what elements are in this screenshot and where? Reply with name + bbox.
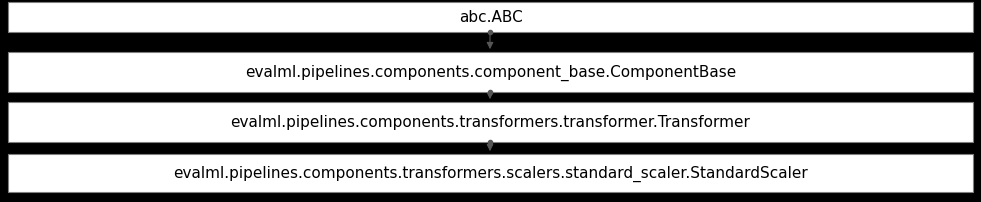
Bar — [8, 53, 973, 93]
Bar — [8, 3, 973, 33]
Bar — [8, 102, 973, 142]
Text: evalml.pipelines.components.component_base.ComponentBase: evalml.pipelines.components.component_ba… — [245, 65, 736, 81]
Text: evalml.pipelines.components.transformers.transformer.Transformer: evalml.pipelines.components.transformers… — [231, 115, 750, 130]
Text: abc.ABC: abc.ABC — [459, 11, 522, 25]
Bar — [8, 154, 973, 192]
Text: evalml.pipelines.components.transformers.scalers.standard_scaler.StandardScaler: evalml.pipelines.components.transformers… — [173, 165, 808, 181]
